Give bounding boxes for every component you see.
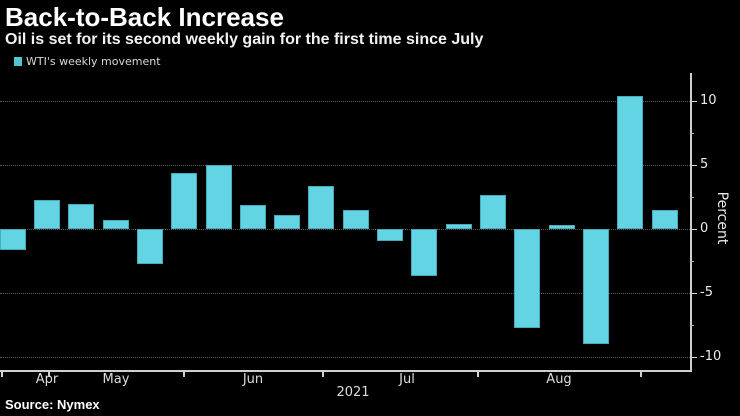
bar-week-2 — [33, 199, 60, 230]
y-axis-minor-tick — [690, 197, 694, 199]
y-axis-minor-tick — [690, 261, 694, 263]
x-axis-tick — [1, 370, 3, 377]
y-axis-tick-label-5: 5 — [700, 157, 709, 173]
bar-week-3 — [68, 203, 95, 230]
x-axis-year-label: 2021 — [336, 385, 370, 400]
x-axis-tick — [183, 370, 185, 377]
legend: WTI's weekly movement — [14, 55, 161, 68]
y-axis-major-tick — [690, 292, 697, 295]
bar-week-14 — [445, 224, 472, 230]
y-axis-tick-label--10: -10 — [700, 349, 722, 365]
bar-week-9 — [274, 215, 301, 230]
bar-week-15 — [480, 194, 507, 230]
chart-subtitle: Oil is set for its second weekly gain fo… — [5, 31, 484, 48]
bar-week-8 — [239, 204, 266, 230]
gridline--5 — [0, 293, 690, 295]
x-axis-month-label-jul: Jul — [399, 372, 415, 387]
x-axis-tick — [640, 370, 642, 377]
y-axis-line — [690, 73, 692, 370]
gridline-5 — [0, 165, 690, 167]
bar-week-12 — [377, 229, 404, 241]
y-axis-major-tick — [690, 356, 697, 358]
gridline--10 — [0, 357, 690, 358]
bar-week-5 — [136, 229, 163, 264]
bar-week-7 — [205, 165, 232, 230]
x-axis-month-label-jun: Jun — [242, 372, 264, 387]
y-axis-minor-tick — [690, 133, 694, 135]
bar-week-13 — [411, 229, 438, 277]
gridline-10 — [0, 101, 690, 103]
y-axis-tick-label-10: 10 — [700, 93, 717, 109]
legend-swatch-icon — [14, 57, 22, 66]
gridline-0 — [0, 229, 690, 231]
x-axis-month-label-apr: Apr — [35, 372, 59, 387]
x-axis-tick — [48, 370, 50, 377]
x-axis-line — [0, 370, 692, 372]
y-axis-tick-label-0: 0 — [700, 221, 709, 237]
x-axis-tick — [477, 370, 479, 377]
x-axis-month-label-may: May — [102, 372, 130, 387]
bar-week-4 — [102, 220, 129, 230]
bar-week-20 — [651, 210, 678, 230]
bar-week-19 — [617, 96, 644, 230]
bar-week-1 — [0, 229, 26, 250]
bar-week-10 — [308, 185, 335, 230]
chart-title: Back-to-Back Increase — [5, 2, 284, 32]
source-note: Source: Nymex — [5, 397, 100, 412]
x-axis-month-label-aug: Aug — [546, 372, 572, 387]
bar-week-6 — [171, 172, 198, 230]
y-axis-major-tick — [690, 164, 697, 167]
y-axis-major-tick — [690, 100, 697, 103]
y-axis-minor-tick — [690, 325, 694, 327]
bar-week-11 — [342, 210, 369, 230]
y-axis-title: Percent — [714, 191, 730, 245]
bar-week-17 — [548, 225, 575, 230]
x-axis-tick — [322, 370, 324, 377]
bar-week-18 — [583, 229, 610, 345]
y-axis-tick-label--5: -5 — [700, 285, 713, 301]
y-axis-major-tick — [690, 228, 697, 231]
legend-label: WTI's weekly movement — [26, 55, 161, 68]
bar-week-16 — [514, 229, 541, 328]
